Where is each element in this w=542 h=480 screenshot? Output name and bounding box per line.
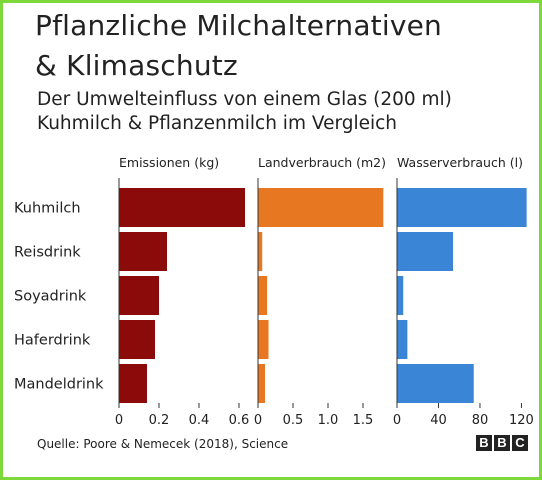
bar [119,276,159,315]
tick-label: 0.5 [283,413,304,428]
bar [397,320,408,359]
bar [258,364,265,403]
bar [397,232,453,271]
bar [258,232,263,271]
page-subtitle: Der Umwelteinfluss von einem Glas (200 m… [37,89,452,134]
tick-label: 0 [254,413,262,428]
tick-label: 0 [115,413,123,428]
tick-label: 1.0 [318,413,339,428]
tick-label: 40 [430,413,447,428]
bar [119,320,155,359]
bar [258,320,269,359]
tick-label: 0 [393,413,401,428]
bar [258,188,384,227]
panel-title: Wasserverbrauch (l) [397,155,523,170]
category-label: Mandeldrink [14,377,104,393]
category-label: Soyadrink [14,289,87,305]
bar [119,364,147,403]
tick-label: 0.4 [189,413,210,428]
panel-title: Emissionen (kg) [119,155,219,170]
bbc-logo-letter: C [512,435,528,451]
category-label: Haferdrink [14,333,91,349]
bar [258,276,268,315]
bar [119,188,245,227]
source-note: Quelle: Poore & Nemecek (2018), Science [37,437,289,451]
bar [119,232,167,271]
page-title: Pflanzliche Milchalternativen & Klimasch… [35,9,442,82]
bar [397,188,527,227]
bar [397,364,474,403]
tick-label: 1.5 [353,413,374,428]
panel-title: Landverbrauch (m2) [258,155,386,170]
category-label: Reisdrink [14,245,81,261]
bbc-logo-letter: B [494,435,510,451]
tick-label: 0.2 [149,413,170,428]
bbc-logo-letter: B [476,435,492,451]
tick-label: 120 [509,413,534,428]
category-label: Kuhmilch [14,201,81,217]
tick-label: 80 [472,413,489,428]
bar [397,276,404,315]
tick-label: 0.6 [229,413,250,428]
